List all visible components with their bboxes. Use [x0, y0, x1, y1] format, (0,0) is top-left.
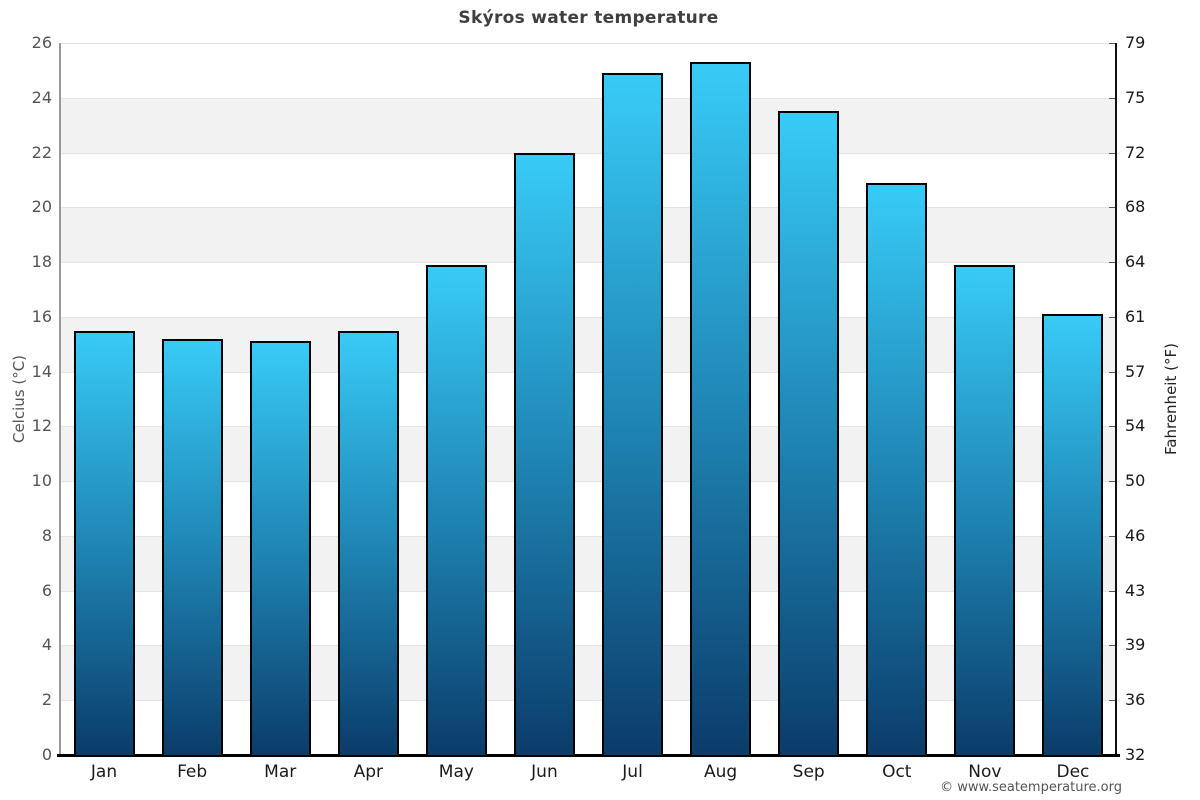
plot-band	[60, 535, 1117, 591]
right-axis-tick	[1109, 535, 1115, 537]
bar-mar	[249, 341, 311, 755]
gridline	[60, 97, 1117, 99]
gridline	[60, 645, 1117, 647]
x-tick-label-apr: Apr	[353, 762, 383, 782]
y-tick-label-fahrenheit: 68	[1125, 197, 1146, 217]
x-axis-baseline	[57, 754, 1120, 757]
y-tick-label-fahrenheit: 43	[1125, 580, 1146, 600]
x-tick-label-sep: Sep	[792, 762, 825, 782]
right-axis-tick	[1109, 371, 1115, 373]
gridline	[60, 700, 1117, 702]
y-tick-label-celsius: 12	[31, 416, 52, 436]
right-axis-tick	[1109, 481, 1115, 483]
y-tick-label-celsius: 16	[31, 306, 52, 326]
gridline	[60, 316, 1117, 318]
attribution-text: © www.seatemperature.org	[940, 780, 1122, 795]
right-axis-tick	[1109, 152, 1115, 154]
bar-apr	[337, 330, 399, 755]
right-axis-tick	[1109, 426, 1115, 428]
gridline	[60, 590, 1117, 592]
bar-jan	[73, 330, 135, 755]
x-tick-label-aug: Aug	[704, 762, 738, 782]
gridline	[60, 262, 1117, 264]
y-tick-label-celsius: 24	[31, 87, 52, 107]
gridline	[60, 481, 1117, 483]
gridline	[60, 426, 1117, 428]
plot-band	[60, 645, 1117, 701]
y-tick-label-fahrenheit: 72	[1125, 142, 1146, 162]
plot-band	[60, 207, 1117, 263]
bar-may	[425, 264, 487, 755]
plot-band	[60, 426, 1117, 482]
y-axis-title-fahrenheit: Fahrenheit (°F)	[1162, 343, 1180, 455]
bar-dec	[1042, 314, 1104, 755]
y-tick-label-fahrenheit: 32	[1125, 745, 1146, 764]
bar-sep	[778, 111, 840, 755]
right-axis-tick	[1109, 590, 1115, 592]
y-tick-label-fahrenheit: 39	[1125, 635, 1146, 655]
gridline	[60, 152, 1117, 154]
bar-jul	[602, 73, 664, 755]
y-tick-label-celsius: 6	[41, 580, 52, 600]
y-tick-label-celsius: 4	[41, 635, 52, 655]
right-axis-tick	[1109, 645, 1115, 647]
bar-feb	[161, 338, 223, 755]
y-tick-label-fahrenheit: 54	[1125, 416, 1146, 436]
x-tick-label-jan: Jan	[90, 762, 118, 782]
bar-aug	[690, 62, 752, 755]
x-tick-label-jul: Jul	[622, 762, 643, 782]
right-axis-tick	[1109, 207, 1115, 209]
y-tick-label-celsius: 14	[31, 361, 52, 381]
x-tick-label-feb: Feb	[177, 762, 208, 782]
y-tick-label-celsius: 10	[31, 471, 52, 491]
x-tick-label-dec: Dec	[1056, 762, 1090, 782]
bar-nov	[954, 264, 1016, 755]
y-tick-label-fahrenheit: 46	[1125, 525, 1146, 545]
plot-band	[60, 316, 1117, 372]
right-axis-tick	[1109, 316, 1115, 318]
y-tick-label-celsius: 0	[41, 745, 52, 764]
y-tick-label-fahrenheit: 57	[1125, 361, 1146, 381]
x-tick-label-may: May	[438, 762, 474, 782]
right-axis-tick	[1109, 43, 1115, 44]
x-tick-label-oct: Oct	[882, 762, 912, 782]
y-tick-label-celsius: 18	[31, 252, 52, 272]
y-tick-label-fahrenheit: 61	[1125, 306, 1146, 326]
gridline	[60, 207, 1117, 209]
right-axis-tick	[1109, 262, 1115, 264]
gridline	[60, 371, 1117, 373]
chart-title: Skýros water temperature	[458, 8, 719, 28]
gridline	[60, 43, 1117, 44]
x-tick-label-jun: Jun	[531, 762, 558, 782]
bar-jun	[513, 152, 575, 755]
right-axis-tick	[1109, 700, 1115, 702]
y-tick-label-celsius: 26	[31, 33, 52, 52]
y-axis-line-left	[59, 43, 61, 755]
right-axis-tick	[1109, 97, 1115, 99]
x-tick-label-nov: Nov	[968, 762, 1002, 782]
y-tick-label-fahrenheit: 75	[1125, 87, 1146, 107]
x-tick-label-mar: Mar	[264, 762, 297, 782]
y-tick-label-fahrenheit: 36	[1125, 690, 1146, 710]
y-axis-line-right	[1115, 43, 1117, 757]
y-tick-label-celsius: 8	[41, 525, 52, 545]
y-tick-label-fahrenheit: 50	[1125, 471, 1146, 491]
plot-band	[60, 97, 1117, 153]
y-tick-label-celsius: 20	[31, 197, 52, 217]
gridline	[60, 535, 1117, 537]
y-tick-label-celsius: 2	[41, 690, 52, 710]
y-tick-label-celsius: 22	[31, 142, 52, 162]
y-tick-label-fahrenheit: 64	[1125, 252, 1146, 272]
bar-oct	[866, 182, 928, 755]
y-tick-label-fahrenheit: 79	[1125, 33, 1146, 52]
